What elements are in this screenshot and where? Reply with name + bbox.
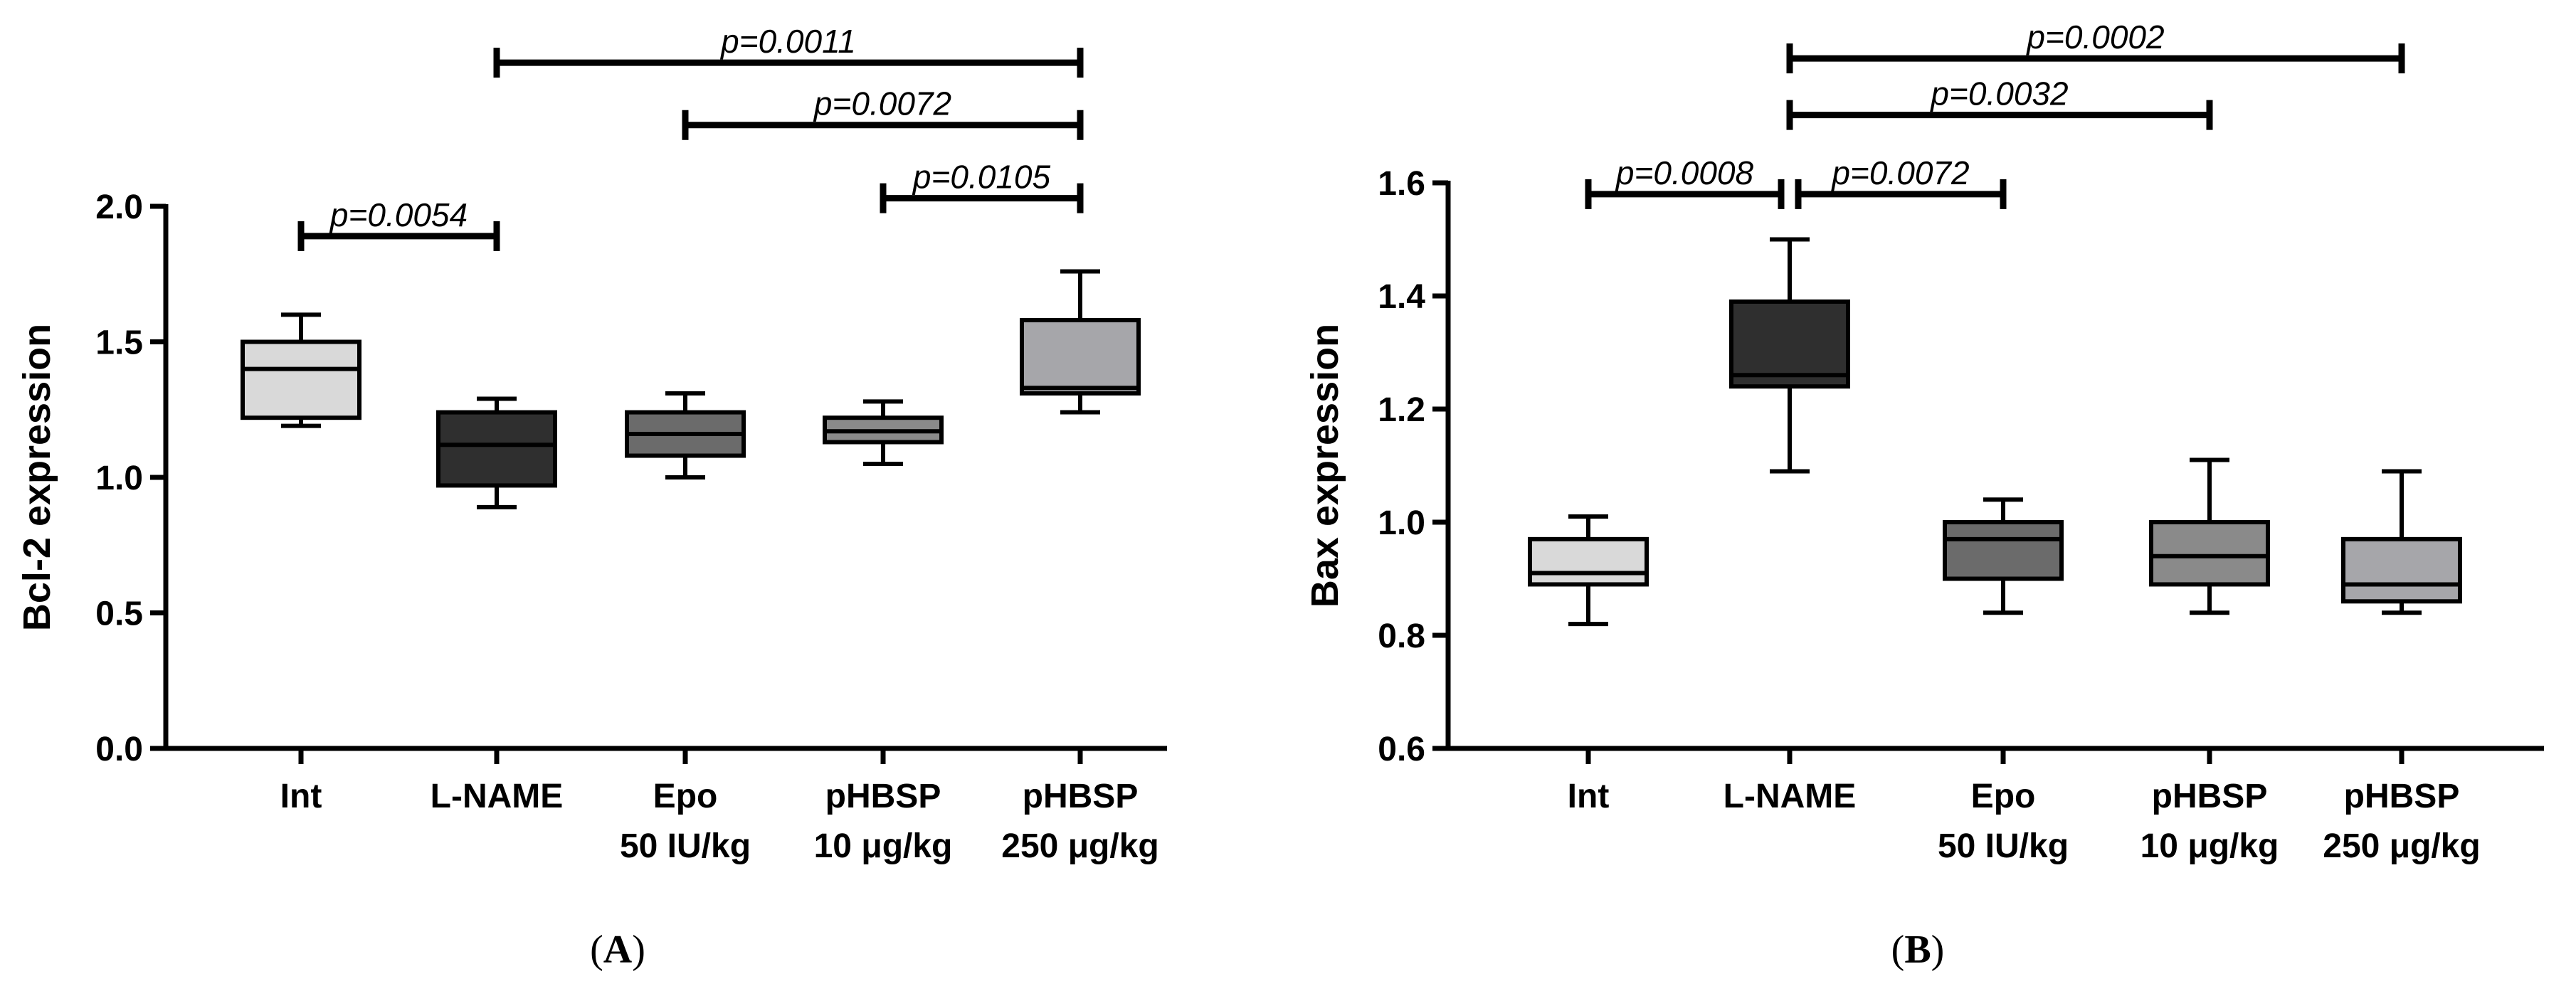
p-value-label: p=0.0002 xyxy=(2025,18,2164,55)
category-label: L-NAME xyxy=(1724,778,1857,815)
p-value-label: p=0.0032 xyxy=(1929,75,2068,112)
y-tick-label: 1.5 xyxy=(95,324,143,362)
box-iqr xyxy=(2149,520,2270,587)
category-label: Int xyxy=(280,778,322,815)
panel-label-open: ( xyxy=(590,928,603,972)
box-iqr xyxy=(241,339,361,420)
p-value-label: p=0.0105 xyxy=(912,159,1051,196)
box-iqr xyxy=(1528,536,1649,587)
category-label-line2: 10 μg/kg xyxy=(814,827,953,865)
panel-label-letter: B xyxy=(1904,928,1931,972)
panel-label: (A) xyxy=(590,928,645,972)
y-tick-label: 1.2 xyxy=(1378,391,1425,429)
panel-label-open: ( xyxy=(1891,928,1905,972)
category-label: Int xyxy=(1568,778,1610,815)
category-label: pHBSP xyxy=(2344,778,2460,815)
category-label-line2: 250 μg/kg xyxy=(2323,827,2480,865)
p-value-label: p=0.0072 xyxy=(1830,154,1969,191)
category-label: pHBSP xyxy=(825,778,941,815)
box-iqr xyxy=(1729,299,1850,389)
panel-label-close: ) xyxy=(632,928,645,972)
category-label: L-NAME xyxy=(431,778,564,815)
box-iqr xyxy=(1020,318,1141,396)
y-tick-label: 1.0 xyxy=(1378,504,1425,542)
p-value-label: p=0.0008 xyxy=(1615,154,1754,191)
y-tick-label: 0.0 xyxy=(95,731,143,768)
y-tick-label: 0.8 xyxy=(1378,618,1425,655)
y-tick-label: 0.6 xyxy=(1378,731,1425,768)
category-label: Epo xyxy=(653,778,718,815)
y-tick-label: 0.5 xyxy=(95,595,143,633)
box-iqr xyxy=(436,410,557,488)
box-iqr xyxy=(2341,536,2462,604)
category-label: pHBSP xyxy=(1023,778,1139,815)
panel-label-close: ) xyxy=(1931,928,1945,972)
y-tick-label: 2.0 xyxy=(95,189,143,226)
y-axis-title: Bcl-2 expression xyxy=(16,324,58,631)
category-label: pHBSP xyxy=(2152,778,2268,815)
category-label-line2: 50 IU/kg xyxy=(620,827,751,865)
p-value-label: p=0.0011 xyxy=(719,23,856,60)
y-tick-label: 1.4 xyxy=(1378,278,1425,316)
category-label: Epo xyxy=(1971,778,2036,815)
y-axis-title: Bax expression xyxy=(1304,324,1346,608)
panel-a-chart: 0.0 0.5 1.0 1.5 2.0 Bcl-2 expression Int L-NAME… xyxy=(16,23,1167,972)
category-label-line2: 50 IU/kg xyxy=(1938,827,2069,865)
panel-label-letter: A xyxy=(603,928,633,972)
category-label-line2: 250 μg/kg xyxy=(1001,827,1158,865)
y-tick-label: 1.6 xyxy=(1378,165,1425,203)
box-iqr xyxy=(1943,520,2064,581)
panel-label: (B) xyxy=(1891,928,1945,972)
p-value-label: p=0.0072 xyxy=(813,85,951,122)
p-value-label: p=0.0054 xyxy=(329,196,468,233)
panel-b-chart: 0.6 0.8 1.0 1.2 1.4 1.6 Bax expression Int L-NAM… xyxy=(1304,18,2544,972)
y-tick-label: 1.0 xyxy=(95,460,143,497)
category-label-line2: 10 μg/kg xyxy=(2140,827,2279,865)
